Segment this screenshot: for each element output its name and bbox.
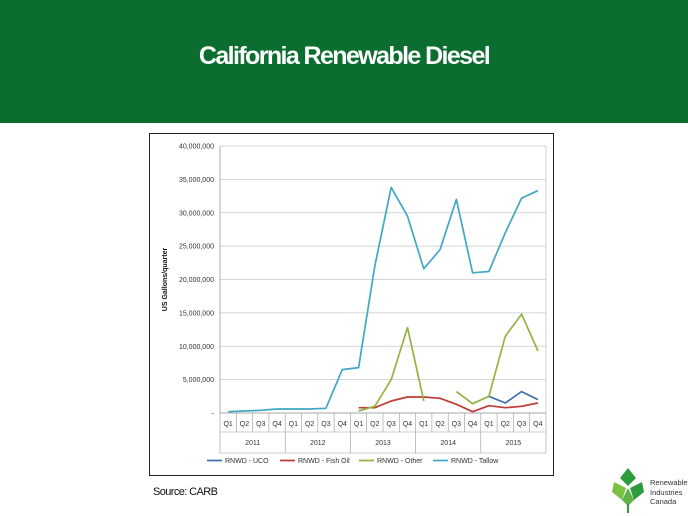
x-tick-label: Q4 <box>533 421 542 428</box>
x-tick-label: Q2 <box>240 421 249 428</box>
logo-text-line: Canada <box>650 497 677 506</box>
x-tick-label: Q3 <box>452 421 461 428</box>
y-tick-label: 40,000,000 <box>179 144 214 151</box>
y-tick-label: 25,000,000 <box>179 244 214 251</box>
y-tick-label: 10,000,000 <box>179 344 214 351</box>
logo-text-line: Renewable <box>650 478 688 487</box>
x-tick-label: Q2 <box>370 421 379 428</box>
y-tick-label: 5,000,000 <box>183 377 214 384</box>
x-tick-label: Q1 <box>419 421 428 428</box>
year-group-label: 2015 <box>506 440 522 447</box>
x-tick-label: Q3 <box>386 421 395 428</box>
y-tick-label: 15,000,000 <box>179 310 214 317</box>
series-line-rnwd-other <box>358 326 425 412</box>
year-group-label: 2014 <box>440 440 456 447</box>
logo-text: Renewable Industries Canada <box>650 478 688 507</box>
logo-text-line: Industries <box>650 487 683 497</box>
logo: Renewable Industries Canada <box>610 466 688 514</box>
x-tick-label: Q2 <box>501 421 510 428</box>
source-note: Source: CARB <box>153 486 218 498</box>
x-tick-label: Q4 <box>403 421 412 428</box>
line-chart: - 5,000,000 10,000,000 15,000,000 20,000,000… <box>162 144 547 465</box>
series-line-rnwd-other <box>455 313 539 405</box>
chart-frame: - 5,000,000 10,000,000 15,000,000 20,000,000… <box>149 133 554 476</box>
year-group-label: 2011 <box>245 440 260 447</box>
x-tick-label: Q1 <box>354 421 363 428</box>
y-tick-label: 20,000,000 <box>179 277 214 284</box>
x-tick-label: Q4 <box>272 421 281 428</box>
logo-leaf-left <box>612 482 626 500</box>
slide-title: California Renewable Diesel <box>198 42 491 70</box>
x-tick-label: Q3 <box>321 421 330 428</box>
x-tick-label: Q2 <box>435 421 444 428</box>
legend-label: RNWD - Fish Oil <box>298 458 350 465</box>
logo-stem <box>627 504 629 513</box>
logo-leaf-top <box>620 468 636 486</box>
x-tick-label: Q1 <box>289 421 298 428</box>
year-group-label: 2013 <box>375 440 391 447</box>
series-line-rnwd-uco <box>488 390 539 404</box>
y-tick-label: 30,000,000 <box>179 210 214 217</box>
series-line-rnwd-tallow <box>228 186 539 413</box>
y-tick-label: 35,000,000 <box>179 177 214 184</box>
x-tick-label: Q4 <box>338 421 347 428</box>
title-banner: California Renewable Diesel <box>0 0 688 123</box>
legend-label: RNWD - Other <box>377 458 423 465</box>
logo-leaf-right <box>630 482 644 500</box>
x-tick-label: Q1 <box>223 421 232 428</box>
x-tick-label: Q3 <box>517 421 526 428</box>
x-tick-label: Q2 <box>305 421 314 428</box>
year-group-label: 2012 <box>310 440 326 447</box>
logo-leaf-center <box>622 488 634 506</box>
legend-label: RNWD - UCO <box>225 458 269 465</box>
series-line-rnwd-fish-oil <box>358 396 539 413</box>
y-axis-label: US Gallons/quarter <box>162 248 169 312</box>
x-tick-label: Q4 <box>468 421 477 428</box>
x-tick-label: Q3 <box>256 421 265 428</box>
legend-label: RNWD - Tallow <box>451 458 499 465</box>
x-tick-label: Q1 <box>484 421 493 428</box>
maple-leaf-logo-icon <box>612 468 644 513</box>
y-tick-label: - <box>212 411 215 418</box>
